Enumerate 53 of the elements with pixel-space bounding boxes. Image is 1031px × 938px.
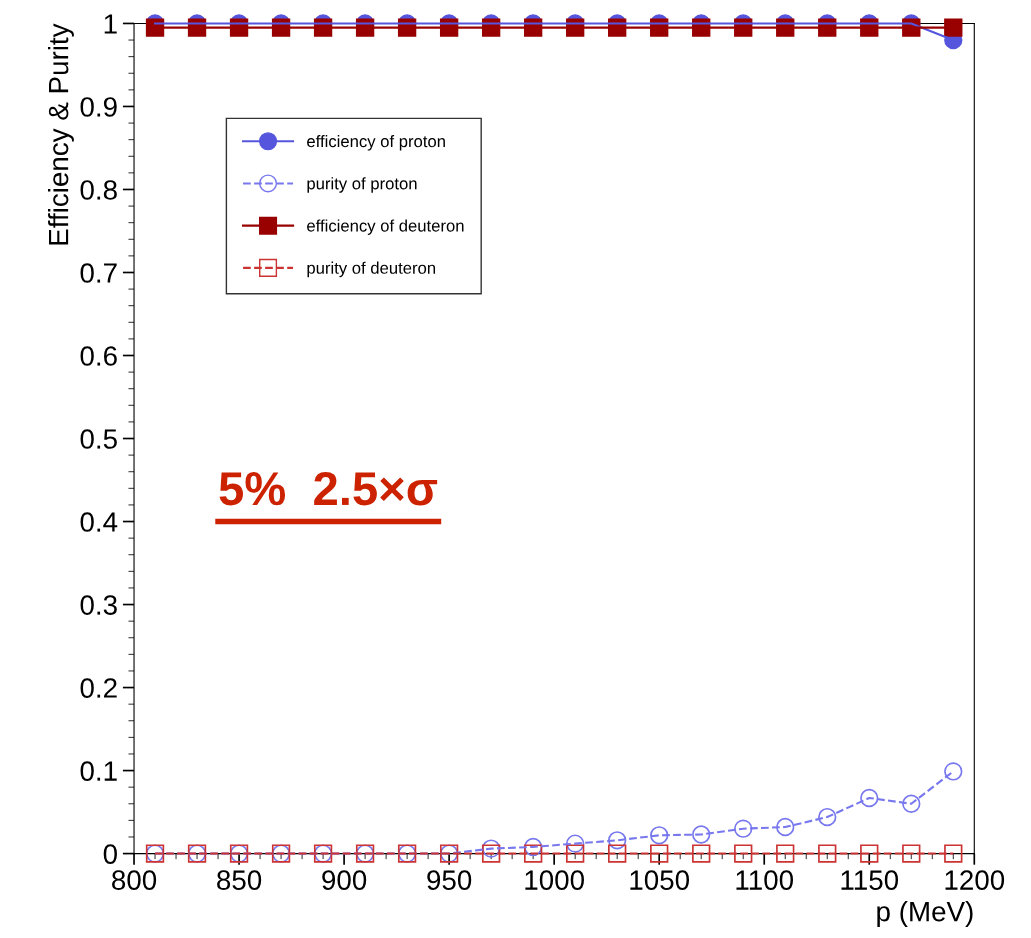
point xyxy=(566,834,585,853)
legend-label: efficiency of deuteron xyxy=(307,219,464,235)
y-axis-title: Efficiency & Purity xyxy=(48,23,74,245)
point xyxy=(608,831,627,850)
x-tick-label: 850 xyxy=(217,870,262,890)
y-tick-label: 0.6 xyxy=(80,346,117,366)
x-tick-label: 900 xyxy=(322,870,367,890)
x-tick-label: 1050 xyxy=(630,870,690,890)
point xyxy=(776,844,795,863)
point xyxy=(650,844,669,863)
point xyxy=(481,839,501,858)
x-tick-label: 1000 xyxy=(525,870,584,890)
point xyxy=(818,807,837,827)
point xyxy=(734,844,753,863)
x-tick-label: 1200 xyxy=(945,870,1005,890)
point xyxy=(650,826,669,845)
y-tick-label: 0.9 xyxy=(80,97,117,117)
legend-label: purity of deuteron xyxy=(307,261,436,278)
annotation: 5% 2.5×σ xyxy=(219,471,438,506)
point xyxy=(860,844,879,863)
point xyxy=(902,844,921,863)
y-tick-label: 0 xyxy=(103,844,117,864)
point xyxy=(818,844,837,863)
point xyxy=(523,844,543,863)
point xyxy=(481,844,501,863)
point xyxy=(944,18,963,37)
point xyxy=(944,844,963,863)
point xyxy=(566,844,585,863)
point xyxy=(608,844,627,863)
point xyxy=(776,817,795,837)
point xyxy=(145,18,165,37)
x-tick-label: 800 xyxy=(112,870,157,890)
point xyxy=(944,762,963,781)
y-tick-label: 0.4 xyxy=(80,512,118,532)
y-tick-label: 0.2 xyxy=(80,678,117,698)
x-tick-label: 1100 xyxy=(736,870,794,890)
point xyxy=(734,819,753,838)
point xyxy=(523,837,543,857)
y-tick-label: 0.7 xyxy=(80,263,117,283)
x-axis-title: p (MeV) xyxy=(877,901,973,927)
legend-label: efficiency of proton xyxy=(307,135,445,151)
y-tick-label: 0.5 xyxy=(80,429,117,449)
point xyxy=(902,794,921,813)
point xyxy=(860,788,879,808)
y-tick-label: 0.8 xyxy=(80,180,117,200)
legend-label: purity of proton xyxy=(307,177,417,193)
x-tick-label: 950 xyxy=(427,870,472,890)
point xyxy=(692,844,711,863)
y-tick-label: 0.3 xyxy=(80,595,117,615)
y-tick-label: 0.1 xyxy=(80,761,117,781)
point xyxy=(692,825,711,844)
x-tick-label: 1150 xyxy=(841,870,899,890)
y-tick-label: 1 xyxy=(104,14,117,34)
